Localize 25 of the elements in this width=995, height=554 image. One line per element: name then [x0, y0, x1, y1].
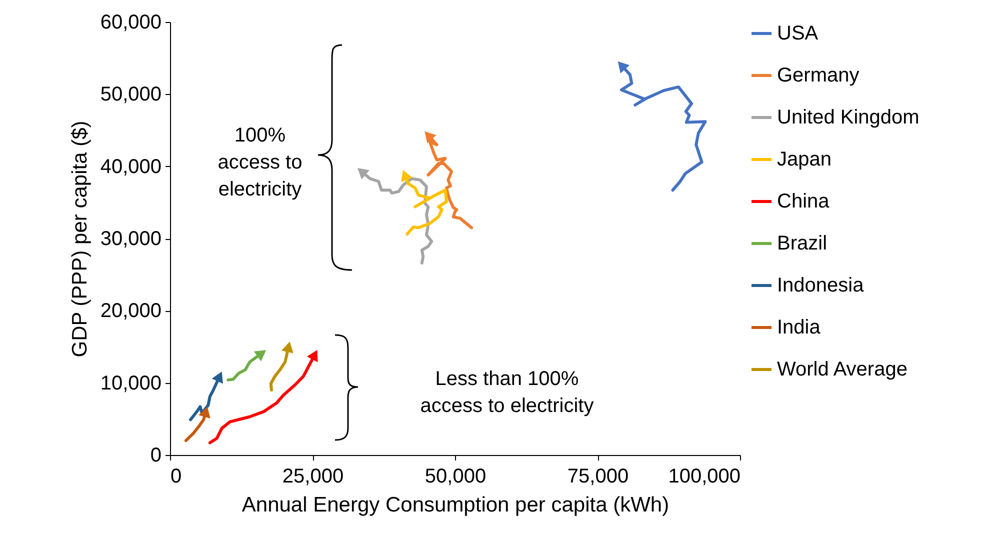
legend-label: Indonesia: [777, 274, 865, 296]
legend-label: India: [777, 316, 822, 338]
y-tick-label: 10,000: [100, 372, 162, 394]
legend-label: Brazil: [777, 232, 828, 254]
legend-label: United Kingdom: [777, 106, 920, 128]
legend-label: China: [777, 190, 830, 212]
y-tick-label: 60,000: [100, 12, 162, 34]
annotation: 100% access to electricity: [218, 124, 302, 202]
x-tick-label: 0: [170, 466, 182, 488]
y-tick-label: 40,000: [100, 156, 162, 178]
y-tick-label: 30,000: [100, 228, 162, 250]
legend-label: Germany: [777, 64, 860, 86]
y-tick-label: 50,000: [100, 84, 162, 106]
legend-label: World Average: [777, 358, 908, 380]
annotation: Less than 100% access to electricity: [420, 367, 594, 419]
x-axis-title: Annual Energy Consumption per capita (kWh): [242, 494, 670, 516]
x-tick-label: 25,000: [282, 466, 344, 488]
x-tick-label: 75,000: [567, 466, 629, 488]
y-axis-title: GDP (PPP) per capita ($): [68, 120, 92, 358]
legend-label: USA: [777, 22, 819, 44]
y-tick-label: 20,000: [100, 300, 162, 322]
x-tick-label: 50,000: [424, 466, 486, 488]
legend-label: Japan: [777, 148, 832, 170]
y-tick-label: 0: [150, 444, 162, 466]
x-tick-label: 100,000: [668, 466, 740, 488]
